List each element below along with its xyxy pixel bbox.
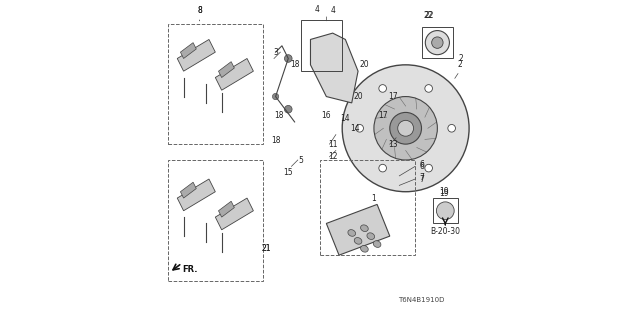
Text: 18: 18 xyxy=(274,111,284,120)
Text: T6N4B1910D: T6N4B1910D xyxy=(398,297,445,303)
Text: 13: 13 xyxy=(388,140,398,148)
Text: 17: 17 xyxy=(388,92,398,101)
Text: 22: 22 xyxy=(423,11,433,20)
Text: 22: 22 xyxy=(425,11,434,20)
Text: 17: 17 xyxy=(379,111,388,120)
Circle shape xyxy=(425,164,433,172)
Bar xyxy=(168,160,263,281)
Circle shape xyxy=(284,105,292,113)
Text: 6: 6 xyxy=(419,162,424,171)
Text: 2: 2 xyxy=(459,54,463,63)
Circle shape xyxy=(379,84,387,92)
Circle shape xyxy=(342,65,469,192)
Text: 7: 7 xyxy=(419,173,424,182)
Polygon shape xyxy=(177,39,215,71)
Bar xyxy=(433,198,458,223)
Text: 3: 3 xyxy=(273,48,278,57)
Polygon shape xyxy=(215,59,253,90)
Bar xyxy=(320,160,415,255)
Text: 18: 18 xyxy=(290,60,300,69)
Polygon shape xyxy=(326,204,390,255)
Text: 15: 15 xyxy=(284,168,293,177)
Text: 19: 19 xyxy=(439,189,449,198)
Circle shape xyxy=(397,120,413,136)
Ellipse shape xyxy=(354,237,362,244)
Ellipse shape xyxy=(360,245,368,252)
Circle shape xyxy=(284,55,292,62)
Text: 20: 20 xyxy=(360,60,369,69)
Text: 5: 5 xyxy=(298,156,303,164)
Text: 1: 1 xyxy=(372,194,376,203)
Text: B-20-30: B-20-30 xyxy=(430,227,460,236)
Polygon shape xyxy=(177,179,215,211)
Text: 21: 21 xyxy=(261,244,271,253)
Text: 20: 20 xyxy=(353,92,363,101)
Polygon shape xyxy=(180,182,196,198)
Text: 12: 12 xyxy=(328,152,337,161)
Polygon shape xyxy=(180,43,196,59)
Circle shape xyxy=(390,112,422,144)
Circle shape xyxy=(425,84,433,92)
Text: 8: 8 xyxy=(197,6,202,15)
Bar xyxy=(168,24,263,144)
Text: 16: 16 xyxy=(321,111,331,120)
Text: 19: 19 xyxy=(439,187,449,196)
Circle shape xyxy=(356,124,364,132)
Polygon shape xyxy=(215,198,253,230)
Polygon shape xyxy=(218,201,234,217)
Circle shape xyxy=(379,164,387,172)
Ellipse shape xyxy=(348,230,356,236)
Bar xyxy=(301,20,342,71)
Text: 18: 18 xyxy=(271,136,280,146)
Text: FR.: FR. xyxy=(182,265,198,274)
Polygon shape xyxy=(310,33,358,103)
Ellipse shape xyxy=(360,225,368,232)
Text: 4: 4 xyxy=(330,6,335,15)
Circle shape xyxy=(431,37,443,48)
Polygon shape xyxy=(218,62,234,77)
Text: 2: 2 xyxy=(457,60,462,69)
Text: 11: 11 xyxy=(328,140,337,148)
Circle shape xyxy=(448,124,456,132)
Text: 6: 6 xyxy=(419,160,424,169)
Circle shape xyxy=(426,31,449,55)
Text: 4: 4 xyxy=(314,5,319,14)
Text: 14: 14 xyxy=(340,114,350,123)
Text: 21: 21 xyxy=(261,244,271,253)
Circle shape xyxy=(436,202,454,220)
Circle shape xyxy=(273,93,279,100)
Text: 14: 14 xyxy=(350,124,360,133)
Text: 8: 8 xyxy=(197,6,202,15)
Ellipse shape xyxy=(367,233,374,239)
Bar xyxy=(422,27,453,59)
Ellipse shape xyxy=(373,241,381,247)
Text: 7: 7 xyxy=(419,174,424,184)
Circle shape xyxy=(374,97,437,160)
